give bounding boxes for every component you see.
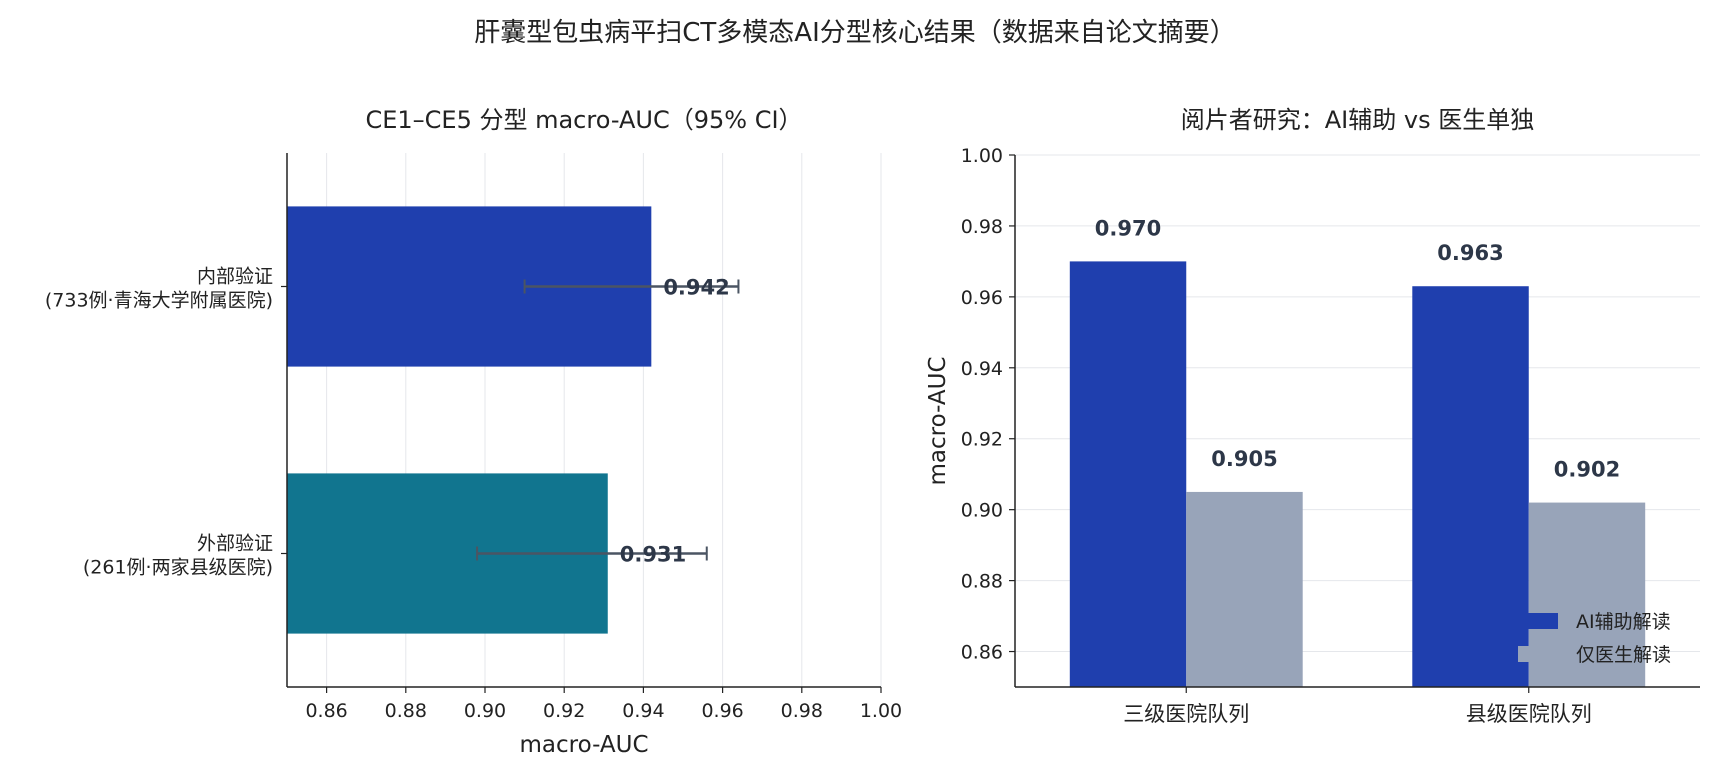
bar-ai-assisted — [1412, 286, 1529, 687]
x-tick-label: 0.96 — [701, 700, 743, 722]
y-tick-label: 0.94 — [961, 358, 1003, 380]
x-tick-label: 0.98 — [781, 700, 823, 722]
y-tick-label: 0.96 — [961, 287, 1003, 309]
y-tick-label: 0.90 — [961, 500, 1003, 522]
bar-value-label: 0.905 — [1211, 447, 1277, 471]
x-tick-label: 1.00 — [860, 700, 902, 722]
bar-value-label: 0.942 — [663, 276, 729, 300]
legend-swatch — [1518, 646, 1558, 662]
figure-suptitle: 肝囊型包虫病平扫CT多模态AI分型核心结果（数据来自论文摘要） — [474, 18, 1236, 48]
y-tick-label: 外部验证 — [197, 533, 273, 555]
chart-title: 阅片者研究：AI辅助 vs 医生单独 — [1181, 106, 1534, 134]
bar-ai-assisted — [1069, 261, 1187, 687]
bar-value-label: 0.902 — [1554, 458, 1620, 482]
x-tick-label: 0.86 — [305, 700, 347, 722]
y-tick-label: 内部验证 — [197, 266, 273, 288]
y-tick-label-sub: (733例·青海大学附属医院) — [45, 290, 273, 312]
y-tick-label: 1.00 — [961, 145, 1003, 167]
bar-value-label: 0.970 — [1095, 216, 1161, 240]
y-tick-label: 0.86 — [961, 642, 1003, 664]
y-axis-label: macro-AUC — [925, 356, 951, 485]
y-tick-label: 0.92 — [961, 429, 1003, 451]
legend-label: AI辅助解读 — [1576, 611, 1671, 633]
legend-swatch — [1518, 613, 1558, 629]
x-tick-label: 三级医院队列 — [1123, 702, 1249, 726]
bar-value-label: 0.963 — [1437, 241, 1503, 265]
x-axis-label: macro-AUC — [519, 732, 648, 758]
y-tick-label: 0.98 — [961, 216, 1003, 238]
x-tick-label: 0.90 — [464, 700, 506, 722]
legend-label: 仅医生解读 — [1576, 644, 1671, 666]
bar-physician-only — [1186, 491, 1303, 687]
bar-value-label: 0.931 — [620, 543, 686, 567]
y-tick-label: 0.88 — [961, 571, 1003, 593]
x-tick-label: 0.88 — [385, 700, 427, 722]
x-tick-label: 县级医院队列 — [1466, 702, 1592, 726]
chart-title: CE1–CE5 分型 macro-AUC（95% CI） — [365, 106, 802, 134]
y-tick-label-sub: (261例·两家县级医院) — [83, 557, 273, 579]
x-tick-label: 0.92 — [543, 700, 585, 722]
x-tick-label: 0.94 — [622, 700, 664, 722]
